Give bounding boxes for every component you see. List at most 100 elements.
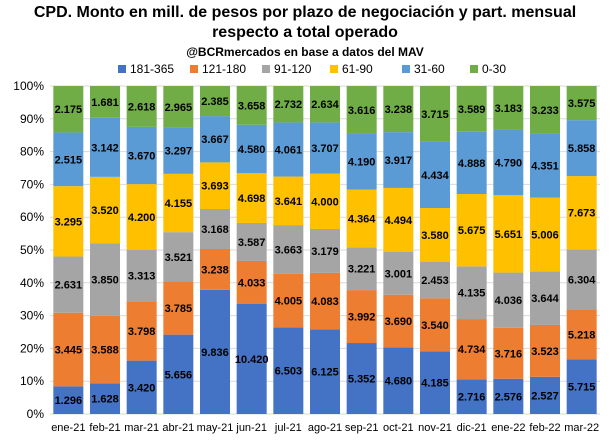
data-label: 3.658 — [238, 100, 266, 112]
bar-segment — [566, 86, 597, 121]
x-tick-label: sep-21 — [345, 422, 379, 434]
x-tick-label: mar-22 — [564, 422, 599, 434]
bar-segment — [126, 86, 157, 127]
data-label: 3.587 — [238, 237, 266, 249]
bar-segment — [456, 319, 487, 380]
bar-segment — [310, 122, 340, 174]
x-tick-label: may-21 — [197, 422, 234, 434]
bar-segment — [346, 86, 377, 134]
data-label: 9.836 — [201, 347, 229, 359]
data-label: 3.798 — [128, 326, 156, 338]
bar-segment — [493, 195, 524, 273]
data-label: 3.917 — [385, 155, 413, 167]
y-tick-label: 80% — [20, 145, 44, 159]
data-label: 1.296 — [55, 395, 83, 407]
bar-segment — [200, 248, 230, 290]
data-label: 3.520 — [91, 205, 119, 217]
bar-segment — [163, 281, 194, 335]
bar-segment — [566, 359, 597, 414]
data-label: 5.651 — [495, 229, 523, 241]
bar-segment — [420, 86, 450, 142]
bar-segment — [163, 127, 194, 174]
y-tick-label: 40% — [20, 276, 44, 290]
legend-label: 181-365 — [130, 62, 174, 76]
x-tick-label: nov-21 — [418, 422, 452, 434]
data-label: 4.036 — [495, 295, 523, 307]
data-label: 7.673 — [568, 208, 596, 220]
data-label: 3.179 — [311, 246, 339, 258]
bar-segment — [273, 327, 304, 414]
data-label: 2.385 — [201, 96, 229, 108]
x-tick-label: mar-21 — [124, 422, 159, 434]
data-label: 3.716 — [495, 348, 523, 360]
chart-title-line2: respecto a total operado — [212, 24, 398, 41]
bar-segment — [163, 334, 194, 414]
bar-segment — [53, 186, 84, 257]
data-label: 4.155 — [165, 198, 193, 210]
bar-segment — [456, 86, 487, 132]
data-label: 3.238 — [385, 104, 413, 116]
data-label: 4.698 — [238, 193, 266, 205]
data-label: 4.680 — [385, 376, 413, 388]
data-label: 3.001 — [385, 268, 413, 280]
bar-segment — [420, 261, 450, 299]
data-label: 3.850 — [91, 274, 119, 286]
bar-segment — [530, 324, 560, 377]
data-label: 5.006 — [531, 229, 559, 241]
data-label: 4.033 — [238, 277, 266, 289]
bar-segment — [236, 222, 267, 261]
legend-swatch — [402, 65, 410, 73]
x-tick-label: oct-21 — [383, 422, 414, 434]
data-label: 4.580 — [238, 144, 266, 156]
data-label: 6.125 — [311, 367, 339, 379]
data-label: 3.575 — [568, 98, 596, 110]
bar-segment — [383, 132, 414, 188]
data-label: 5.858 — [568, 143, 596, 155]
bar-segment — [53, 386, 84, 414]
bar-segment — [236, 86, 267, 125]
bar-segment — [310, 86, 340, 123]
bar-segment — [420, 298, 450, 352]
bar-segment — [456, 131, 487, 195]
data-label: 2.175 — [55, 104, 83, 116]
bar-segment — [200, 86, 230, 117]
bar-segment — [126, 301, 157, 361]
data-label: 3.420 — [128, 382, 156, 394]
bar-segment — [493, 86, 524, 130]
x-tick-label: jun-21 — [235, 422, 267, 434]
bar-segment — [236, 173, 267, 223]
bar-segment — [126, 184, 157, 250]
legend-label: 31-60 — [414, 62, 445, 76]
legend-label: 61-90 — [342, 62, 373, 76]
bar-segment — [273, 225, 304, 274]
x-tick-label: dic-21 — [457, 422, 487, 434]
data-label: 2.453 — [421, 275, 449, 287]
data-label: 3.641 — [275, 196, 303, 208]
bar-segment — [493, 272, 524, 328]
bar-segment — [566, 249, 597, 310]
bar-segment — [200, 116, 230, 163]
x-tick-label: jul-21 — [274, 422, 302, 434]
data-label: 4.494 — [385, 215, 413, 227]
data-label: 4.734 — [458, 344, 486, 356]
bar-segment — [90, 86, 120, 118]
data-label: 3.644 — [531, 293, 559, 305]
data-label: 3.521 — [165, 252, 193, 264]
bar-segment — [383, 86, 414, 133]
chart-subtitle: @BCRmercados en base a datos del MAV — [186, 45, 424, 59]
data-label: 4.185 — [421, 378, 449, 390]
data-label: 3.616 — [348, 105, 376, 117]
bar-segment — [53, 132, 84, 187]
data-label: 3.523 — [531, 346, 559, 358]
data-label: 2.634 — [311, 99, 339, 111]
bar-segment — [346, 247, 377, 291]
bar-segment — [530, 133, 560, 198]
data-label: 10.420 — [235, 354, 269, 366]
y-tick-label: 50% — [20, 243, 44, 257]
bar-segment — [346, 133, 377, 190]
data-label: 3.313 — [128, 271, 156, 283]
data-label: 4.135 — [458, 288, 486, 300]
data-label: 6.304 — [568, 274, 596, 286]
data-label: 3.168 — [201, 224, 229, 236]
